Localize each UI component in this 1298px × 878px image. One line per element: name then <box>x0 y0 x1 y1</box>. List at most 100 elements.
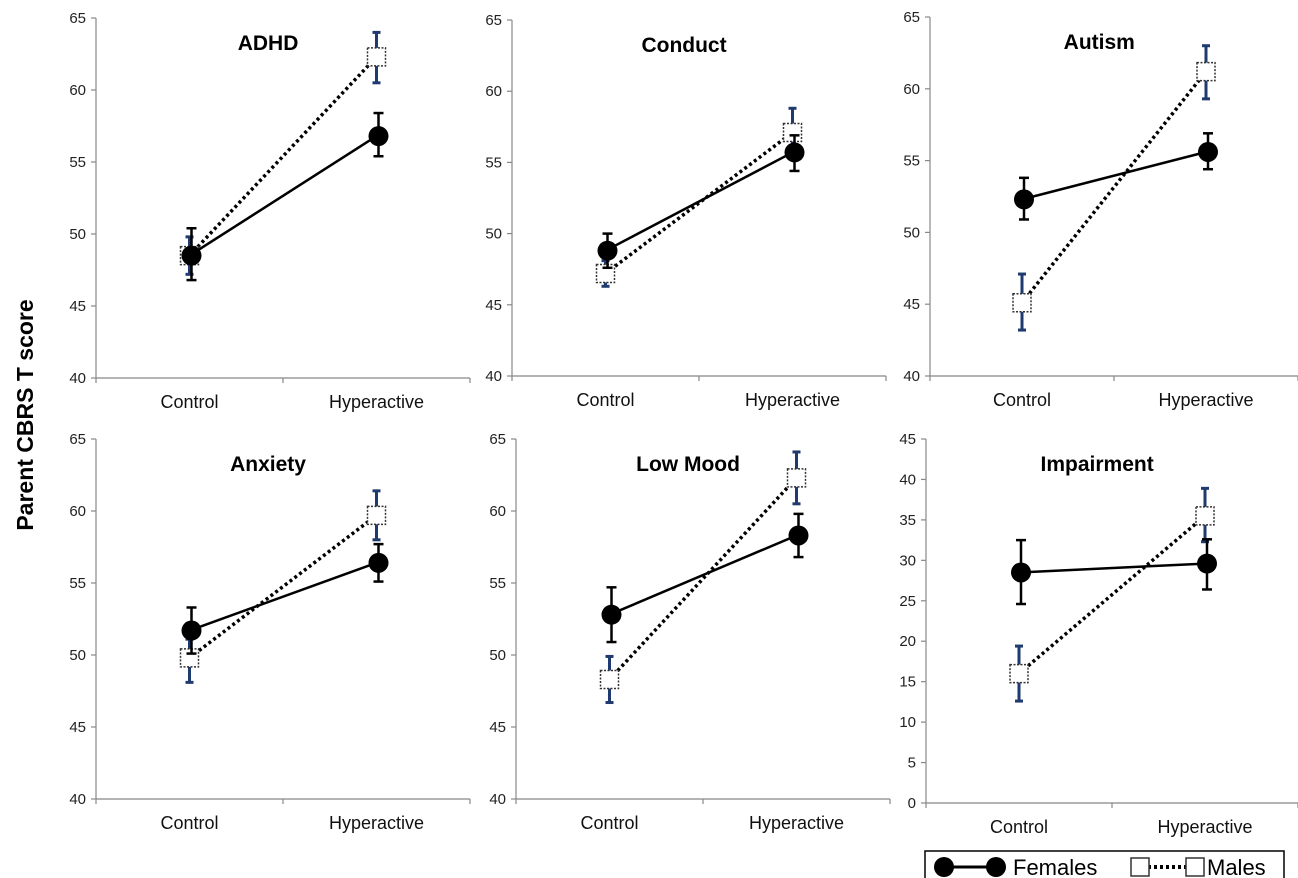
x-tick-label: Control <box>576 390 634 410</box>
series-males <box>179 30 387 276</box>
series-males <box>599 450 807 705</box>
females-point <box>368 552 389 573</box>
panel-anxiety: 40 45 50 55 60 65 Control Hyperactive Anxiety <box>69 431 471 833</box>
females-point <box>1011 562 1031 583</box>
y-tick-label: 60 <box>485 83 502 100</box>
y-axis-title: Parent CBRS T score <box>12 299 38 530</box>
y-tick-label: 40 <box>903 368 920 385</box>
y-tick-label: 65 <box>69 10 86 27</box>
males-point <box>786 468 807 488</box>
y-tick-label: 40 <box>69 791 86 808</box>
panel-title: Anxiety <box>230 453 306 476</box>
legend-entry-males: Males <box>1130 855 1266 878</box>
x-tick-label: Hyperactive <box>1157 817 1252 837</box>
series-females <box>1011 538 1217 606</box>
panel-title: Conduct <box>641 34 726 57</box>
females-line <box>1018 562 1206 574</box>
y-tick-label: 60 <box>903 81 920 98</box>
y-tick-label: 45 <box>489 719 506 736</box>
x-tick-label: Hyperactive <box>1158 390 1253 410</box>
y-tick-label: 0 <box>908 795 916 812</box>
panel-low-mood: 40 45 50 55 60 65 Control Hyperactive Low Mood <box>489 431 891 833</box>
y-tick-label: 50 <box>69 647 86 664</box>
males-line <box>188 55 378 257</box>
series-females <box>181 542 389 655</box>
x-tick-label: Control <box>580 813 638 833</box>
legend-entry-females: Females <box>934 855 1097 878</box>
y-tick-label: 10 <box>899 714 916 731</box>
females-line <box>609 534 797 616</box>
y-tick-label: 20 <box>899 633 916 650</box>
females-point <box>597 240 618 261</box>
panel-title: Autism <box>1064 31 1135 54</box>
series-females <box>601 512 809 644</box>
males-point <box>179 648 200 668</box>
legend-label: Females <box>1013 855 1097 878</box>
y-tick-label: 40 <box>485 368 502 385</box>
series-females <box>597 134 805 270</box>
y-tick-label: 65 <box>69 431 86 448</box>
y-tick-label: 45 <box>69 298 86 315</box>
females-line <box>604 151 794 252</box>
y-tick-label: 60 <box>69 82 86 99</box>
legend-females-marker <box>934 857 954 877</box>
males-point <box>1009 663 1029 684</box>
y-tick-label: 50 <box>903 224 920 241</box>
y-tick-label: 5 <box>908 755 916 772</box>
males-line <box>604 131 794 275</box>
legend-box <box>924 850 1285 878</box>
males-line <box>188 513 378 660</box>
y-tick-label: 55 <box>69 154 86 171</box>
females-point <box>788 525 809 546</box>
y-tick-label: 65 <box>903 9 920 26</box>
y-tick-label: 50 <box>69 226 86 243</box>
x-tick-label: Control <box>990 817 1048 837</box>
y-tick-label: 15 <box>899 674 916 691</box>
y-tick-label: 45 <box>903 296 920 313</box>
y-tick-label: 35 <box>899 512 916 529</box>
y-tick-label: 55 <box>489 575 506 592</box>
panel-conduct: 40 45 50 55 60 65 Control Hyperactive Conduct <box>485 12 887 410</box>
males-point <box>1012 293 1032 313</box>
males-line <box>1020 70 1208 304</box>
females-point <box>1198 141 1218 162</box>
y-tick-label: 60 <box>489 503 506 520</box>
y-tick-label: 40 <box>489 791 506 808</box>
males-line <box>608 476 798 681</box>
y-tick-label: 40 <box>899 471 916 488</box>
females-point <box>784 142 805 163</box>
panel-adhd: 40 45 50 55 60 65 Control Hyperactive ADHD <box>69 10 471 412</box>
y-tick-label: 55 <box>485 154 502 171</box>
y-tick-label: 60 <box>69 503 86 520</box>
legend-label: Males <box>1207 855 1266 878</box>
y-tick-label: 45 <box>69 719 86 736</box>
females-line <box>188 135 378 257</box>
y-tick-label: 50 <box>489 647 506 664</box>
y-tick-label: 45 <box>899 431 916 448</box>
series-males <box>595 106 803 288</box>
series-males <box>1012 44 1216 332</box>
y-tick-label: 55 <box>903 153 920 170</box>
x-tick-label: Hyperactive <box>749 813 844 833</box>
males-point <box>366 505 387 526</box>
x-tick-label: Control <box>160 813 218 833</box>
panel-title: Low Mood <box>636 453 740 476</box>
series-males <box>179 489 387 684</box>
series-males <box>1009 486 1215 703</box>
y-tick-label: 65 <box>489 431 506 448</box>
females-point <box>181 620 202 641</box>
x-tick-label: Hyperactive <box>745 390 840 410</box>
males-point <box>1195 506 1215 526</box>
females-point <box>601 604 622 625</box>
x-tick-label: Hyperactive <box>329 813 424 833</box>
females-point <box>1014 189 1034 210</box>
males-point <box>366 47 387 67</box>
y-tick-label: 65 <box>485 12 502 29</box>
y-tick-label: 45 <box>485 297 502 314</box>
females-line <box>189 561 377 632</box>
males-line <box>1017 514 1207 675</box>
panel-title: ADHD <box>238 32 299 55</box>
x-tick-label: Control <box>993 390 1051 410</box>
